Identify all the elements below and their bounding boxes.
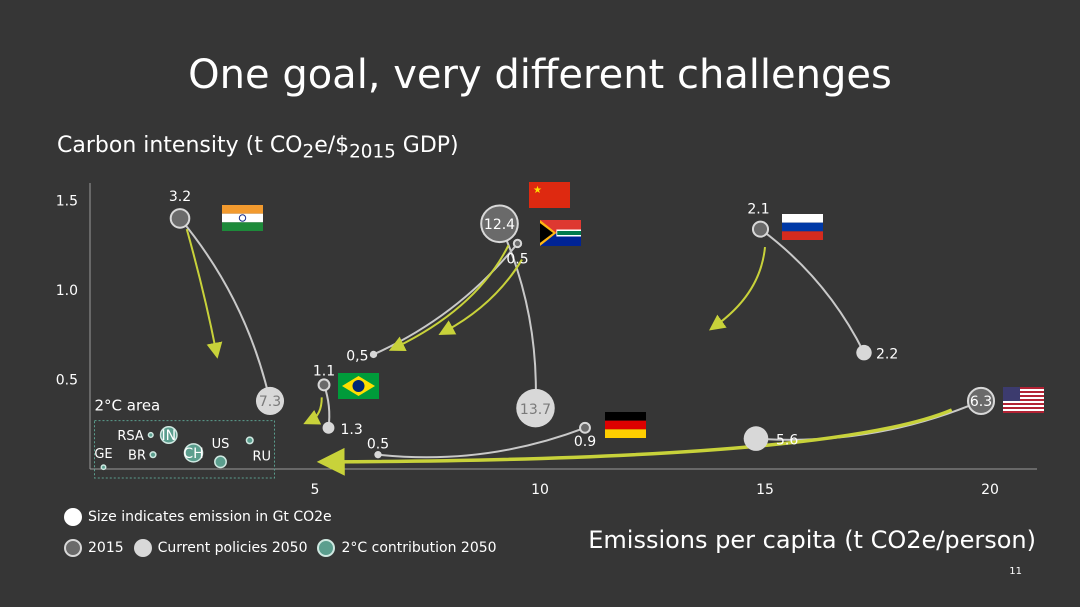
point-2015-label: 6.3: [970, 394, 992, 410]
x-axis-title: Emissions per capita (t CO2e/person): [588, 526, 1036, 554]
point-current-label: 7.3: [259, 394, 281, 410]
sa-flag-stripe: [557, 231, 581, 235]
legend-current-dot: [134, 539, 152, 557]
point-current-usa: [744, 426, 769, 451]
x-tick-label: 5: [311, 482, 320, 498]
usa-flag-stripe: [1003, 403, 1044, 405]
legend-two-deg-dot: [317, 539, 335, 557]
point-two-deg-label: CH: [183, 446, 203, 462]
two-deg-area-label: 2°C area: [95, 397, 161, 415]
point-2015-india: [171, 209, 190, 228]
x-tick-label: 10: [531, 482, 549, 498]
point-two-deg-label: BR: [128, 449, 146, 464]
legend-2015-label: 2015: [88, 540, 124, 556]
usa-flag-icon: [1003, 387, 1044, 413]
y-tick-label: 0.5: [56, 373, 78, 389]
usa-flag-stripe: [1003, 407, 1044, 409]
point-two-deg-label: RU: [252, 449, 271, 464]
point-two-deg-rsa: [148, 433, 153, 438]
trajectory-path-india: [180, 218, 270, 401]
point-2015-label: 12.4: [484, 217, 515, 233]
india-flag-icon: [222, 205, 263, 231]
point-2015-label: 1.1: [313, 363, 335, 379]
point-two-deg-br: [150, 452, 156, 458]
india-flag-band: [222, 222, 263, 231]
arrow-china-2: [446, 260, 523, 332]
germany-flag-band: [605, 421, 646, 430]
point-current-label: 0,5: [346, 348, 368, 364]
point-two-deg-label: IN: [161, 428, 176, 444]
arrow-russia: [716, 247, 766, 326]
slide-number: 11: [1009, 566, 1022, 577]
brazil-flag-icon: [338, 373, 379, 399]
brazil-flag-globe: [353, 380, 365, 392]
usa-flag-stripe: [1003, 405, 1044, 407]
point-current-label: 2.2: [876, 347, 898, 363]
usa-flag-stripe: [1003, 401, 1044, 403]
legend-size-label: Size indicates emission in Gt CO2e: [88, 509, 332, 525]
size-legend-dot: [64, 508, 82, 526]
trajectory-path-germany: [378, 428, 585, 457]
arrow-brazil: [311, 397, 322, 420]
india-flag-band: [222, 205, 263, 214]
russia-flag-band: [782, 231, 823, 240]
china-flag-star: ★: [533, 185, 542, 196]
russia-flag-band: [782, 223, 823, 232]
trajectory-path-russia: [761, 229, 865, 353]
legend-2015-dot: [64, 539, 82, 557]
russia-flag-icon: [782, 214, 823, 240]
point-2015-brazil: [319, 379, 330, 390]
point-2015-label: 0.5: [506, 251, 528, 267]
x-tick-label: 15: [756, 482, 774, 498]
point-2015-russia: [753, 222, 768, 237]
usa-flag-canton: [1003, 387, 1020, 401]
y-tick-label: 1.0: [56, 283, 78, 299]
point-current-label: 1.3: [341, 422, 363, 438]
legend-two-deg-label: 2°C contribution 2050: [341, 540, 496, 556]
point-2015-germany: [580, 423, 590, 433]
trajectory-path-brazil: [324, 385, 329, 428]
arrow-china-1: [396, 245, 509, 347]
germany-flag-band: [605, 429, 646, 438]
legend-current-label: Current policies 2050: [158, 540, 308, 556]
point-two-deg-label: RSA: [117, 429, 144, 444]
legend-size-note: Size indicates emission in Gt CO2e: [64, 508, 342, 526]
point-current-label: 13.7: [520, 402, 551, 418]
usa-flag-stripe: [1003, 409, 1044, 411]
point-two-deg-us: [215, 456, 226, 467]
legend: 2015 Current policies 2050 2°C contribut…: [64, 539, 507, 557]
point-2015-label: 3.2: [169, 189, 191, 205]
china-flag-icon: ★: [529, 182, 570, 208]
x-tick-label: 20: [981, 482, 999, 498]
trajectory-path-south-africa: [374, 243, 518, 354]
point-current-russia: [856, 345, 871, 360]
point-2015-label: 2.1: [747, 202, 769, 218]
point-current-south-africa: [370, 351, 377, 358]
y-tick-label: 1.5: [56, 194, 78, 210]
russia-flag-band: [782, 214, 823, 223]
point-two-deg-label: GE: [94, 447, 112, 462]
point-current-brazil: [323, 422, 335, 434]
point-two-deg-ge: [101, 465, 105, 469]
point-current-label: 0.5: [367, 437, 389, 453]
point-current-label: 5.6: [776, 433, 798, 449]
germany-flag-icon: [605, 412, 646, 438]
usa-flag-stripe: [1003, 411, 1044, 413]
south-africa-flag-icon: [540, 220, 581, 246]
point-2015-label: 0.9: [574, 434, 596, 450]
point-two-deg-label: US: [212, 437, 230, 452]
germany-flag-band: [605, 412, 646, 421]
point-two-deg-ru: [246, 437, 253, 444]
point-2015-south-africa: [514, 240, 521, 247]
